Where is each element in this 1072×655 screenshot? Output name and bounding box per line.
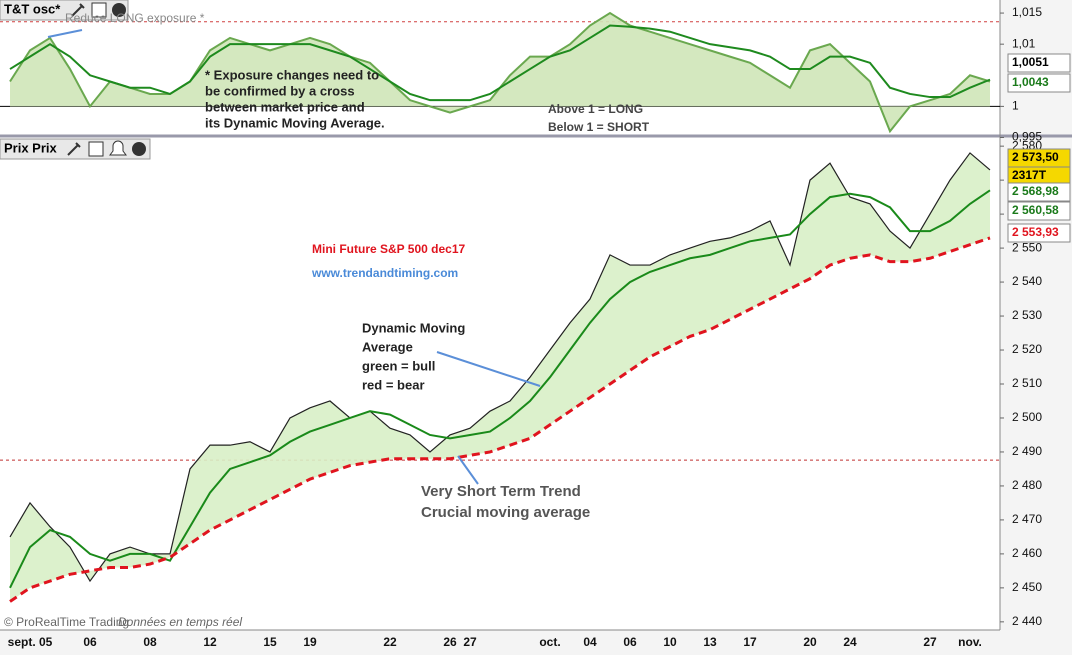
arrow [457, 455, 479, 485]
x-tick-label: 22 [383, 635, 397, 649]
area [10, 152, 990, 602]
close-icon[interactable] [132, 142, 146, 156]
annotation: red = bear [362, 377, 425, 392]
x-tick-label: oct. [539, 635, 560, 649]
y-tick-label: 2 470 [1012, 512, 1042, 526]
y-tick-label: 2 540 [1012, 274, 1042, 288]
value-badge [1007, 53, 1071, 73]
x-tick-label: 10 [663, 635, 677, 649]
y-tick-label: 2 460 [1012, 546, 1042, 560]
x-tick-label: 20 [803, 635, 817, 649]
x-tick-label: 06 [623, 635, 637, 649]
value-badge-label: 2 568,98 [1012, 184, 1059, 198]
y-tick-label: 2 520 [1012, 342, 1042, 356]
x-tick-label: 06 [83, 635, 97, 649]
y-tick-label: 2 550 [1012, 240, 1042, 254]
x-tick-label: 27 [463, 635, 477, 649]
y-tick-label: 2 450 [1012, 580, 1042, 594]
annotation: Below 1 = SHORT [548, 120, 650, 134]
value-badge-label: 1,0051 [1012, 55, 1049, 69]
value-badge-label: 1,0043 [1012, 75, 1049, 89]
window-icon[interactable] [91, 2, 107, 18]
y-tick-label: 2 490 [1012, 444, 1042, 458]
annotation: Reduce LONG exposure * [65, 11, 205, 25]
series-line [9, 152, 991, 583]
annotation: between market price and [205, 99, 365, 114]
x-tick-label: 04 [583, 635, 597, 649]
series-line [9, 236, 991, 603]
close-icon[interactable] [112, 3, 126, 17]
x-tick-label: 08 [143, 635, 157, 649]
value-badge [1007, 182, 1071, 202]
x-tick-label: 13 [703, 635, 717, 649]
value-badge [1007, 201, 1071, 221]
x-tick-label: 15 [263, 635, 277, 649]
footer: Données en temps réel [118, 615, 242, 629]
y-tick-label: 2 440 [1012, 614, 1042, 628]
annotation: Above 1 = LONG [548, 102, 643, 116]
arrow [436, 351, 541, 387]
y-tick-label: 1 [1012, 99, 1019, 113]
annotation: be confirmed by a cross [205, 83, 355, 98]
area [10, 13, 990, 132]
y-tick-label: 2 480 [1012, 478, 1042, 492]
annotation: Average [362, 339, 413, 354]
axis-area [1000, 0, 1072, 655]
y-tick-label: 0,995 [1012, 130, 1042, 144]
panel-title: Prix Prix [4, 140, 58, 155]
wrench-icon[interactable] [67, 142, 81, 156]
footer: © ProRealTime Trading [4, 615, 129, 629]
y-tick-label: 2 500 [1012, 410, 1042, 424]
annotation: Dynamic Moving [362, 320, 465, 335]
value-badge-label: 2 560,58 [1012, 203, 1059, 217]
y-tick-label: 1,015 [1012, 5, 1042, 19]
annotation: * Exposure changes need to [205, 67, 379, 82]
x-tick-label: 26 [443, 635, 457, 649]
date-axis-area [0, 630, 1000, 655]
x-tick-label: 17 [743, 635, 757, 649]
value-badge [1007, 73, 1071, 93]
series-line [9, 24, 991, 102]
annotation: www.trendandtiming.com [311, 266, 458, 280]
value-badge-label: 2317T [1012, 168, 1047, 182]
value-badge-label: 2 553,93 [1012, 225, 1059, 239]
chart-title: Mini Future S&P 500 dec17 [312, 242, 465, 256]
value-badge-label: 2 573,50 [1012, 150, 1059, 164]
x-tick-label: 19 [303, 635, 317, 649]
annotation: its Dynamic Moving Average. [205, 115, 385, 130]
annotation: Crucial moving average [421, 504, 590, 521]
wrench-icon[interactable] [71, 3, 85, 17]
value-badge [1007, 223, 1071, 243]
window-icon[interactable] [88, 141, 104, 157]
y-tick-label: 2 510 [1012, 376, 1042, 390]
panel-title: T&T osc* [4, 1, 61, 16]
y-tick-label: 1,01 [1012, 36, 1036, 50]
x-tick-label: 27 [923, 635, 937, 649]
bell-icon[interactable] [109, 140, 127, 156]
x-tick-label: sept. 05 [8, 635, 53, 649]
annotation: Very Short Term Trend [421, 483, 581, 500]
arrow [47, 29, 83, 38]
y-tick-label: 2 530 [1012, 308, 1042, 322]
x-tick-label: 24 [843, 635, 857, 649]
x-tick-label: nov. [958, 635, 982, 649]
x-tick-label: 12 [203, 635, 217, 649]
annotation: green = bull [362, 358, 435, 373]
